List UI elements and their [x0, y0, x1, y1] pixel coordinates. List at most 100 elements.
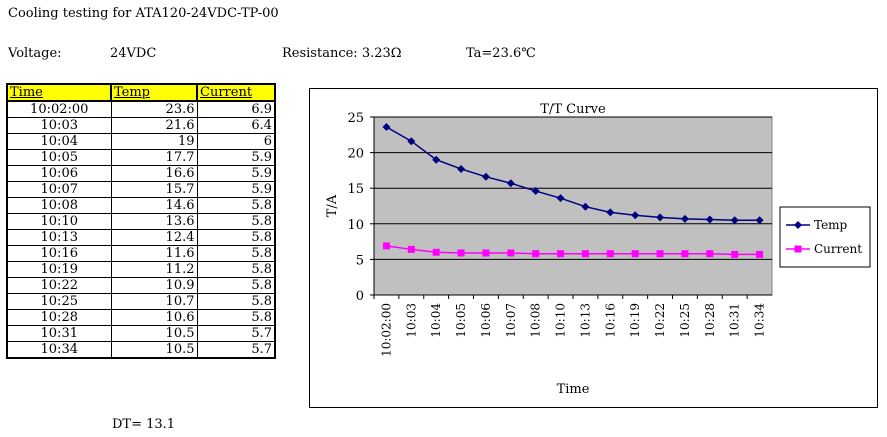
x-tick-label: 10:02:00: [379, 303, 393, 357]
current-cell: 5.8: [196, 213, 276, 230]
table-row: 10:06 16.6 5.9: [6, 165, 276, 182]
time-cell: 10:28: [6, 309, 112, 326]
delta-temperature: DT= 13.1: [112, 417, 176, 432]
data-point-current: [706, 250, 714, 258]
temp-cell: 13.6: [110, 213, 198, 230]
data-point-temp: [531, 187, 540, 196]
series-line-temp: [386, 126, 760, 221]
y-tick-label: 10: [347, 218, 364, 233]
data-point-temp: [581, 202, 590, 211]
current-cell: 5.8: [196, 197, 276, 214]
current-cell: 5.8: [196, 309, 276, 326]
legend-marker-current: [794, 245, 802, 253]
legend-label-temp: Temp: [814, 218, 848, 232]
header-temp: Temp: [110, 83, 198, 102]
data-point-current: [532, 250, 540, 258]
voltage-label: Voltage:: [8, 46, 62, 61]
time-cell: 10:02:00: [6, 100, 112, 118]
data-point-current: [382, 242, 390, 250]
time-cell: 10:07: [6, 181, 112, 198]
data-point-current: [631, 250, 639, 258]
data-point-temp: [407, 137, 416, 146]
temp-cell: 11.2: [110, 261, 198, 278]
time-cell: 10:06: [6, 165, 112, 182]
time-cell: 10:16: [6, 245, 112, 262]
temp-cell: 17.7: [110, 149, 198, 166]
data-point-temp: [432, 155, 441, 164]
table-row: 10:13 12.4 5.8: [6, 229, 276, 246]
table-row: 10:19 11.2 5.8: [6, 261, 276, 278]
data-point-current: [606, 250, 614, 258]
temp-cell: 21.6: [110, 117, 198, 134]
current-cell: 5.8: [196, 293, 276, 310]
measurement-table: Time Temp Current 10:02:00 23.6 6.9 10:03 21…: [6, 83, 276, 359]
resistance-value: Resistance: 3.23Ω: [282, 46, 402, 61]
legend-label-current: Current: [814, 242, 862, 256]
current-cell: 5.8: [196, 261, 276, 278]
data-point-current: [432, 248, 440, 256]
current-cell: 5.9: [196, 149, 276, 166]
table-row: 10:34 10.5 5.7: [6, 341, 276, 359]
data-point-temp: [656, 213, 665, 222]
y-axis-label: T/A: [325, 194, 340, 217]
data-point-temp: [382, 122, 391, 131]
table-row: 10:02:00 23.6 6.9: [6, 100, 276, 118]
page-title: Cooling testing for ATA120-24VDC-TP-00: [8, 6, 279, 21]
time-cell: 10:08: [6, 197, 112, 214]
current-cell: 6.4: [196, 117, 276, 134]
temp-cell: 11.6: [110, 245, 198, 262]
plot-background: [373, 116, 773, 296]
current-cell: 6.9: [196, 100, 276, 118]
temp-cell: 16.6: [110, 165, 198, 182]
table-row: 10:10 13.6 5.8: [6, 213, 276, 230]
table-row: 10:07 15.7 5.9: [6, 181, 276, 198]
x-tick-label: 10:34: [753, 303, 767, 338]
current-cell: 5.7: [196, 325, 276, 342]
data-point-current: [557, 250, 565, 258]
x-tick-label: 10:22: [653, 303, 667, 338]
table-row: 10:22 10.9 5.8: [6, 277, 276, 294]
table-row: 10:05 17.7 5.9: [6, 149, 276, 166]
table-row: 10:25 10.7 5.8: [6, 293, 276, 310]
x-tick-label: 10:25: [678, 303, 692, 338]
table-row: 10:03 21.6 6.4: [6, 117, 276, 134]
data-point-temp: [730, 216, 739, 225]
x-tick-label: 10:19: [628, 303, 642, 338]
temp-cell: 10.5: [110, 325, 198, 342]
time-cell: 10:31: [6, 325, 112, 342]
data-point-current: [482, 249, 490, 257]
data-point-current: [731, 250, 739, 258]
data-point-temp: [680, 214, 689, 223]
data-point-temp: [556, 194, 565, 203]
time-cell: 10:22: [6, 277, 112, 294]
x-tick-label: 10:16: [603, 303, 617, 338]
temp-cell: 19: [110, 133, 198, 150]
x-tick-label: 10:28: [703, 303, 717, 338]
temp-cell: 10.6: [110, 309, 198, 326]
current-cell: 5.8: [196, 229, 276, 246]
tt-curve-chart: 0 5 10 15 20 25 10:02:00 10:03 10:04 10:05 10:06 10…: [325, 102, 871, 397]
series-line-current: [386, 245, 760, 256]
x-tick-label: 10:08: [529, 303, 543, 338]
time-cell: 10:25: [6, 293, 112, 310]
x-tick-label: 10:13: [578, 303, 592, 338]
temp-cell: 12.4: [110, 229, 198, 246]
table-row: 10:28 10.6 5.8: [6, 309, 276, 326]
time-cell: 10:10: [6, 213, 112, 230]
x-axis-label: Time: [557, 382, 590, 397]
data-point-current: [681, 250, 689, 258]
data-point-temp: [705, 215, 714, 224]
x-tick-label: 10:07: [504, 303, 518, 338]
table-row: 10:16 11.6 5.8: [6, 245, 276, 262]
data-point-current: [581, 250, 589, 258]
data-point-current: [656, 250, 664, 258]
table-row: 10:31 10.5 5.7: [6, 325, 276, 342]
data-point-temp: [631, 211, 640, 220]
time-cell: 10:03: [6, 117, 112, 134]
legend-box: [779, 206, 871, 268]
time-cell: 10:13: [6, 229, 112, 246]
x-tick-label: 10:31: [728, 303, 742, 338]
temp-cell: 10.5: [110, 341, 198, 359]
time-cell: 10:34: [6, 341, 112, 359]
x-tick-label: 10:03: [404, 303, 418, 338]
